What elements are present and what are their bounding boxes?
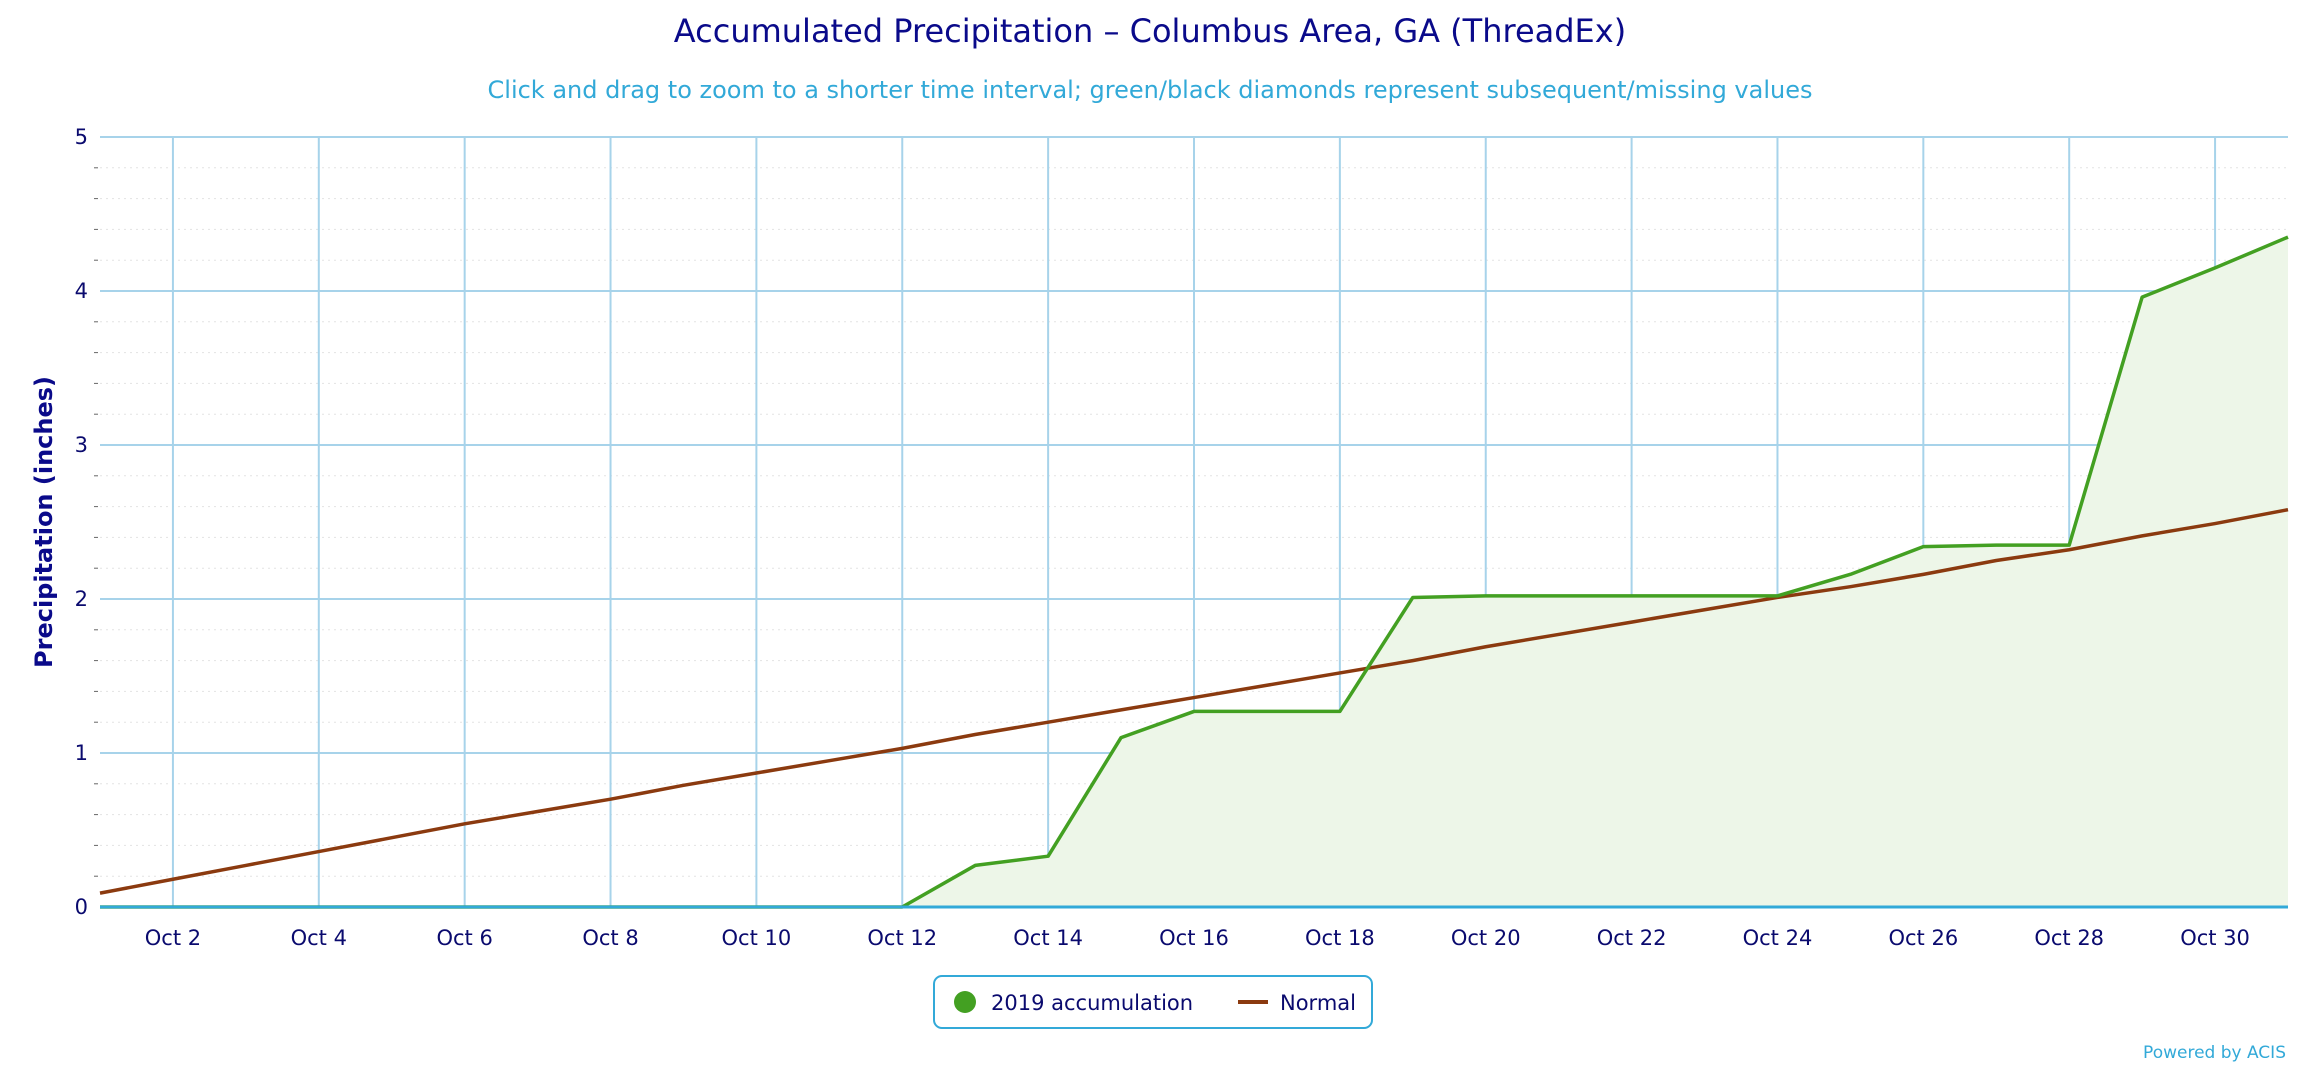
- x-axis-ticks: Oct 2 Oct 4 Oct 6 Oct 8 Oct 10 Oct 12 Oct 14 Oc…: [145, 926, 2250, 950]
- x-tick-label: Oct 8: [582, 926, 638, 950]
- x-tick-label: Oct 4: [291, 926, 347, 950]
- y-tick-label: 1: [75, 741, 88, 765]
- x-tick-label: Oct 22: [1597, 926, 1667, 950]
- legend-label-2019-accumulation: 2019 accumulation: [991, 991, 1193, 1015]
- x-tick-label: Oct 10: [722, 926, 792, 950]
- accumulation-area-fill: [100, 237, 2288, 908]
- series-line-normal[interactable]: [99, 507, 2289, 895]
- accumulation-area: [100, 237, 2288, 908]
- y-tick-label: 4: [75, 279, 88, 303]
- x-tick-label: Oct 16: [1159, 926, 1229, 950]
- x-tick-label: Oct 20: [1451, 926, 1521, 950]
- legend-marker-2019-accumulation: [954, 991, 976, 1013]
- legend-item-normal[interactable]: Normal: [1238, 991, 1356, 1015]
- x-tick-label: Oct 6: [436, 926, 492, 950]
- x-tick-label: Oct 12: [867, 926, 937, 950]
- x-tick-label: Oct 2: [145, 926, 201, 950]
- legend-label-normal: Normal: [1280, 991, 1356, 1015]
- y-axis-ticks: 0 1 2 3 4 5: [75, 125, 88, 919]
- legend-box: [933, 975, 1373, 1029]
- y-tick-label: 2: [75, 587, 88, 611]
- x-tick-label: Oct 28: [2034, 926, 2104, 950]
- x-tick-label: Oct 26: [1888, 926, 1958, 950]
- y-axis-label: Precipitation (inches): [30, 376, 58, 668]
- x-tick-label: Oct 30: [2180, 926, 2250, 950]
- chart-title: Accumulated Precipitation – Columbus Are…: [674, 12, 1626, 50]
- chart-subtitle: Click and drag to zoom to a shorter time…: [488, 76, 1813, 104]
- credit-link[interactable]: Powered by ACIS: [2143, 1043, 2286, 1063]
- x-tick-label: Oct 24: [1743, 926, 1813, 950]
- y-tick-label: 5: [75, 125, 88, 149]
- y-tick-label: 0: [75, 895, 88, 919]
- legend[interactable]: 2019 accumulation Normal: [933, 975, 1373, 1029]
- x-tick-label: Oct 18: [1305, 926, 1375, 950]
- x-tick-label: Oct 14: [1013, 926, 1083, 950]
- legend-item-2019-accumulation[interactable]: 2019 accumulation: [954, 991, 1193, 1015]
- y-tick-label: 3: [75, 433, 88, 457]
